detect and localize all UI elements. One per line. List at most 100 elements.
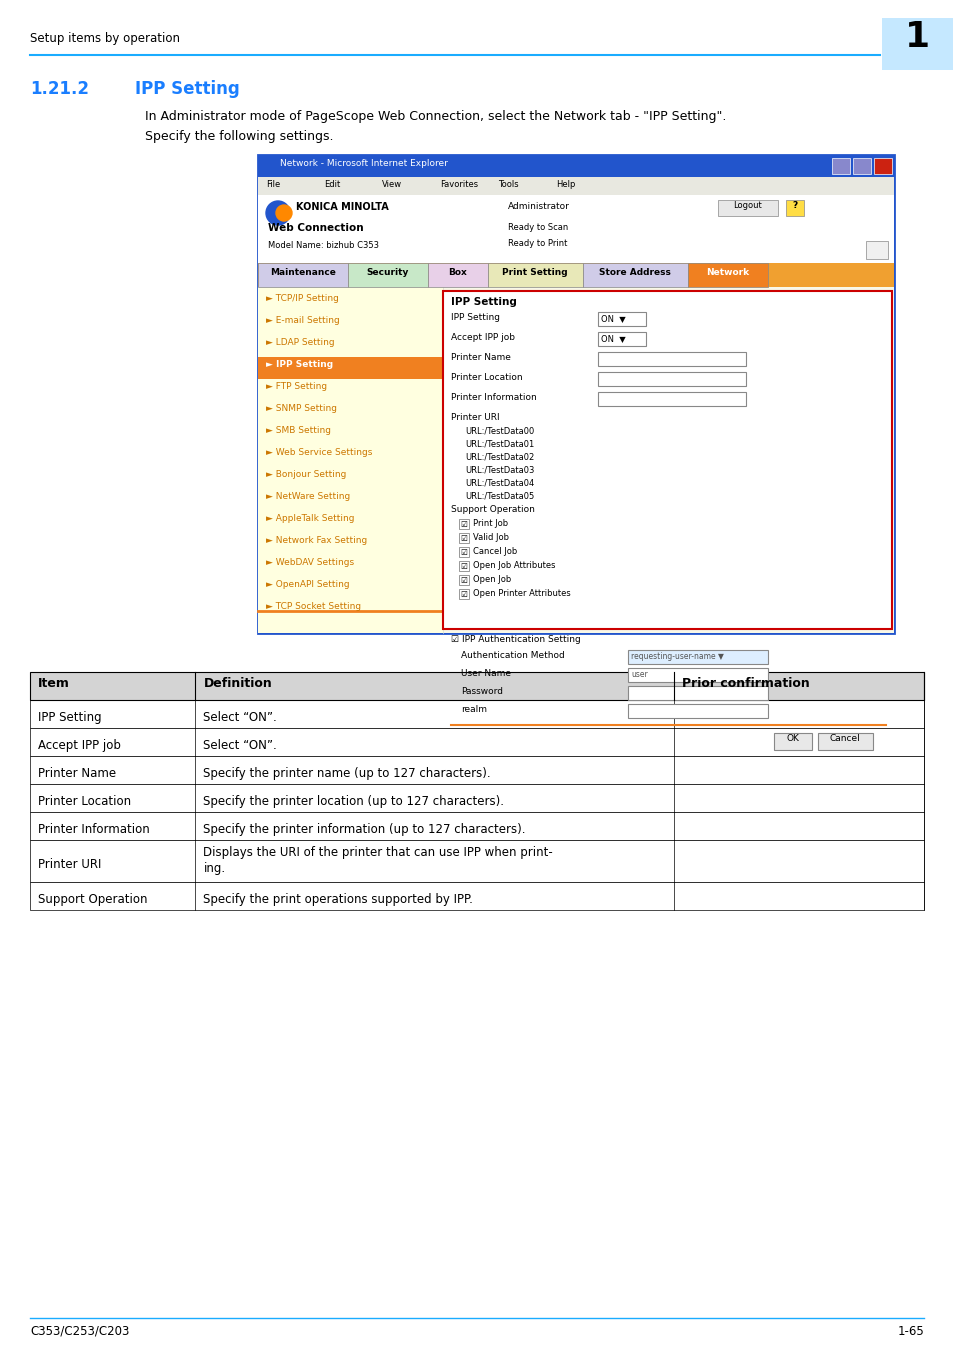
Bar [627,703,767,718]
Bar [458,589,469,599]
Text: 1.21.2: 1.21.2 [30,80,89,99]
Text: user: user [630,670,647,679]
Text: IPP Setting: IPP Setting [135,80,239,99]
Text: Print Job: Print Job [473,518,508,528]
Text: ► AppleTalk Setting: ► AppleTalk Setting [266,514,355,522]
Text: Item: Item [38,676,70,690]
Text: View: View [381,180,402,189]
Text: Ready to Scan: Ready to Scan [507,223,568,232]
Bar [30,840,923,882]
Bar [488,263,582,288]
Text: ON  ▼: ON ▼ [600,315,625,323]
Bar [458,547,469,558]
Text: ☑: ☑ [459,575,466,585]
Text: URL:/TestData00: URL:/TestData00 [464,427,534,436]
Text: Help: Help [556,180,575,189]
Bar [627,668,767,682]
Text: Printer Information: Printer Information [451,393,537,402]
Text: KONICA MINOLTA: KONICA MINOLTA [295,202,388,212]
Bar [257,356,442,379]
Text: Web Connection: Web Connection [268,223,363,234]
Bar [598,312,645,325]
Bar [428,263,488,288]
Bar [458,562,469,571]
Text: ► Network Fax Setting: ► Network Fax Setting [266,536,367,545]
Bar [785,200,803,216]
Circle shape [275,205,292,221]
Text: Setup items by operation: Setup items by operation [30,32,180,45]
Bar [348,263,428,288]
Text: ► Bonjour Setting: ► Bonjour Setting [266,470,346,479]
Text: ► FTP Setting: ► FTP Setting [266,382,327,391]
Text: ☑: ☑ [459,548,466,556]
Bar [458,575,469,585]
Text: 1-65: 1-65 [897,1324,923,1338]
Text: Support Operation: Support Operation [38,892,148,906]
Text: Specify the printer name (up to 127 characters).: Specify the printer name (up to 127 char… [203,767,491,780]
Text: ☑: ☑ [459,533,466,543]
Text: Printer Location: Printer Location [38,795,131,809]
Text: Cancel Job: Cancel Job [473,547,517,556]
Bar [718,200,778,216]
Text: Edit: Edit [324,180,340,189]
Text: Tools: Tools [497,180,518,189]
Text: Printer Information: Printer Information [38,824,150,836]
Text: Model Name: bizhub C353: Model Name: bizhub C353 [268,242,378,250]
Bar [598,332,645,346]
Text: Select “ON”.: Select “ON”. [203,711,277,724]
Bar [687,263,767,288]
Text: Favorites: Favorites [439,180,477,189]
Text: ► SNMP Setting: ► SNMP Setting [266,404,336,413]
Bar [30,728,923,756]
Bar [442,292,891,629]
Text: Ready to Print: Ready to Print [507,239,567,248]
Text: Open Job: Open Job [473,575,511,585]
Text: Accept IPP job: Accept IPP job [38,738,121,752]
Bar [865,242,887,259]
Bar [257,288,893,633]
Bar [30,756,923,784]
Bar [852,158,870,174]
Bar [30,672,923,701]
Text: File: File [266,180,280,189]
Text: Password: Password [460,687,502,697]
Text: Box: Box [448,269,467,277]
Text: ?: ? [792,201,797,211]
Text: Security: Security [366,269,409,277]
Text: realm: realm [460,705,486,714]
Text: Administrator: Administrator [507,202,569,211]
Text: Specify the following settings.: Specify the following settings. [145,130,334,143]
Text: Printer Location: Printer Location [451,373,522,382]
Text: Printer Name: Printer Name [451,352,511,362]
Text: ► LDAP Setting: ► LDAP Setting [266,338,335,347]
Text: IPP Setting: IPP Setting [451,313,499,323]
Bar [458,518,469,529]
Text: ► NetWare Setting: ► NetWare Setting [266,491,350,501]
Text: IPP Setting: IPP Setting [38,711,102,724]
Text: ► WebDAV Settings: ► WebDAV Settings [266,558,354,567]
Text: ► TCP/IP Setting: ► TCP/IP Setting [266,294,338,302]
Text: Logout: Logout [733,201,761,211]
Text: requesting-user-name ▼: requesting-user-name ▼ [630,652,723,662]
Text: Definition: Definition [203,676,272,690]
Text: In Administrator mode of PageScope Web Connection, select the Network tab - "IPP: In Administrator mode of PageScope Web C… [145,109,725,123]
Text: Print Setting: Print Setting [501,269,567,277]
Bar [30,882,923,910]
Text: Network: Network [706,269,749,277]
Bar [831,158,849,174]
Bar [30,811,923,840]
Text: ☑: ☑ [459,520,466,528]
Bar [257,263,348,288]
Bar [458,533,469,543]
Text: Printer Name: Printer Name [38,767,116,780]
Bar [257,177,893,194]
Bar [257,155,893,633]
Bar [257,263,893,288]
Text: ► OpenAPI Setting: ► OpenAPI Setting [266,580,349,589]
Text: Open Job Attributes: Open Job Attributes [473,562,555,570]
Text: ► IPP Setting: ► IPP Setting [266,360,333,369]
Text: ing.: ing. [203,863,225,875]
Bar [627,649,767,664]
Text: ☑: ☑ [459,562,466,571]
Bar [257,288,442,633]
